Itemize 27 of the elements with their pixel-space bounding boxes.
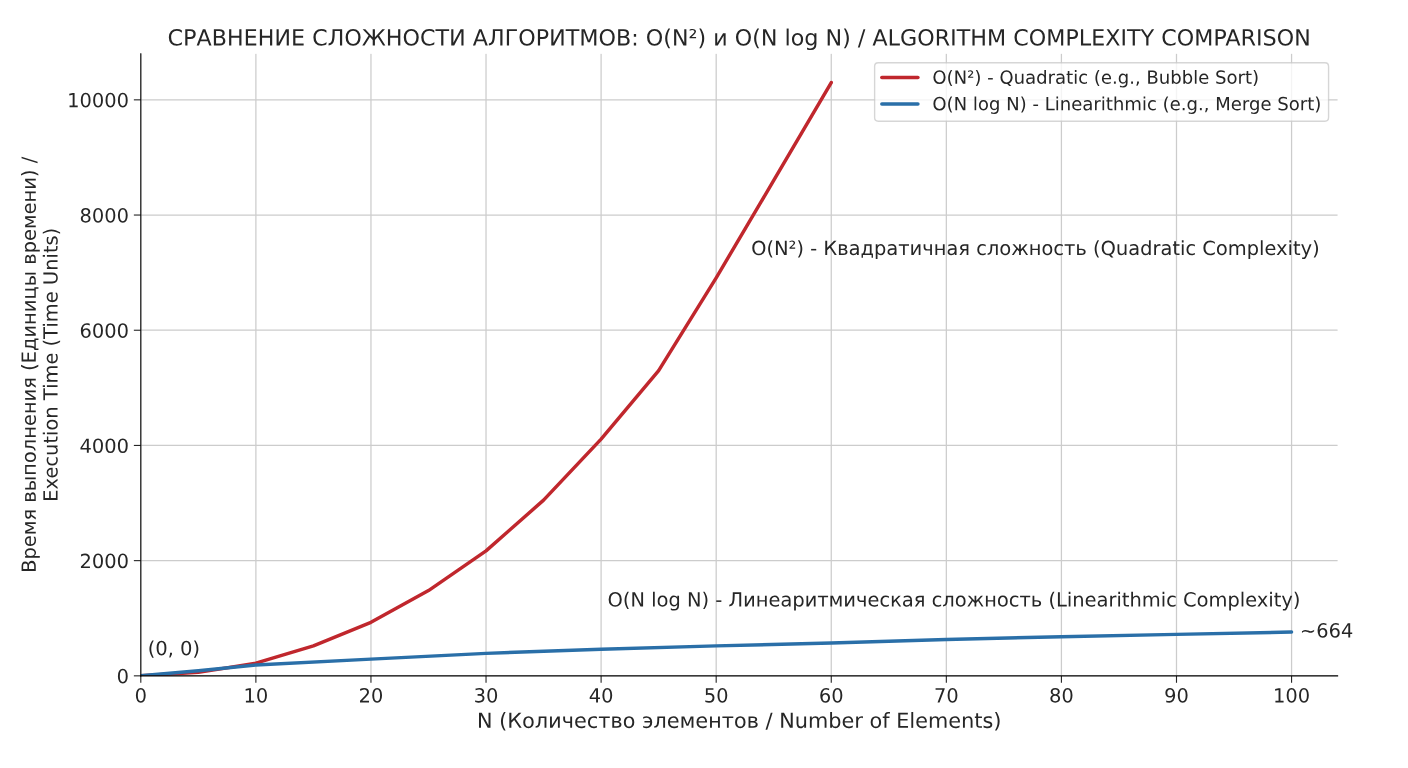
annotation: O(N²) - Квадратичная сложность (Quadratic Complexity) xyxy=(752,240,1319,260)
y-tick-label: 0 xyxy=(117,668,128,684)
annotation: (0, 0) xyxy=(149,640,199,658)
line-series xyxy=(140,630,1294,676)
x-tick-label: 100 xyxy=(1275,687,1309,703)
x-tick-label: 50 xyxy=(705,687,728,703)
x-tick-label: 20 xyxy=(360,687,383,703)
y-tick-label: 2000 xyxy=(80,553,128,569)
y-tick-label: 10000 xyxy=(69,92,128,108)
x-tick-label: 10 xyxy=(245,687,267,703)
legend-label: O(N²) - Quadratic (e.g., Bubble Sort) xyxy=(933,70,1258,88)
y-axis-title: Время выполнения (Единицы времени) / Execution Time (Time Units) xyxy=(21,156,61,571)
x-axis-title: N (Количество элементов / Number of Elements) xyxy=(479,712,1000,731)
x-tick-label: 60 xyxy=(820,687,843,703)
chart-title: СРАВНЕНИЕ СЛОЖНОСТИ АЛГОРИТМОВ: O(N²) и O(N log N) / ALGORITHM COMPLEXITY COMPARISON xyxy=(168,28,1309,51)
x-tick-label: 80 xyxy=(1050,687,1073,703)
annotation: ~664 xyxy=(1301,623,1353,638)
x-tick-label: 40 xyxy=(589,687,613,703)
y-tick-label: 4000 xyxy=(80,438,128,454)
x-tick-label: 70 xyxy=(935,687,958,703)
y-tick-label: 8000 xyxy=(80,208,128,223)
x-tick-label: 0 xyxy=(135,687,146,703)
y-tick-label: 6000 xyxy=(80,323,128,338)
legend-label: O(N log N) - Linearithmic (e.g., Merge Sort) xyxy=(933,96,1320,114)
x-tick-label: 30 xyxy=(475,687,498,703)
annotation: O(N log N) - Линеаритмическая сложность (Linearithmic Complexity) xyxy=(608,591,1299,611)
x-tick-label: 90 xyxy=(1165,687,1188,703)
